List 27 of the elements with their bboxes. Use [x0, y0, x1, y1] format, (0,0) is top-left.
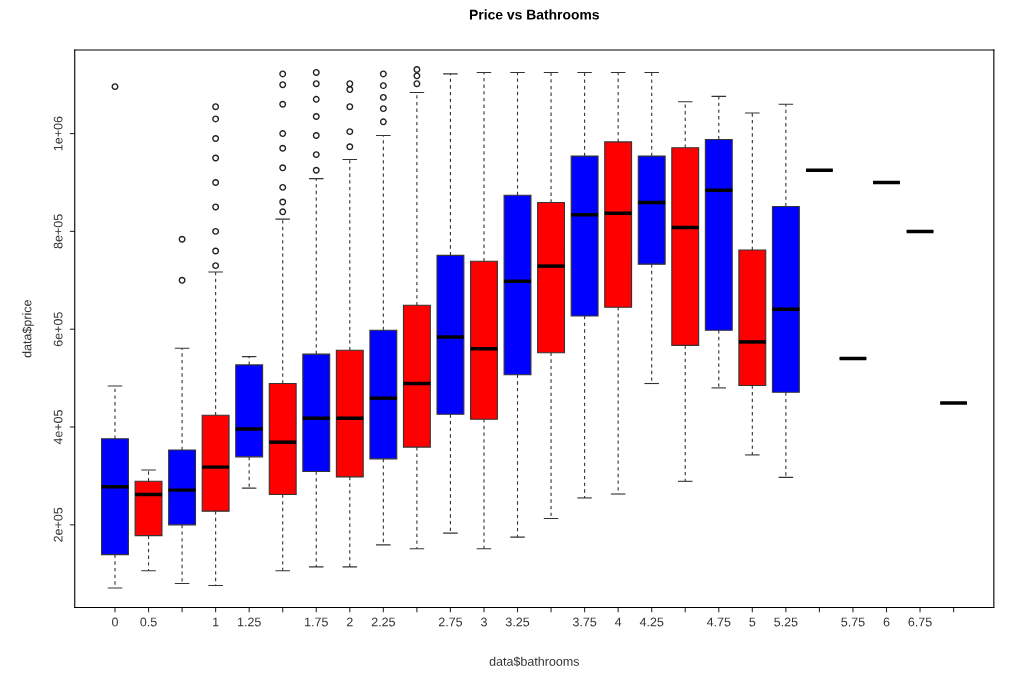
x-tick-label: 0 — [112, 617, 118, 627]
y-axis-title: data$price — [22, 300, 34, 358]
x-tick-label: 2 — [346, 617, 353, 627]
x-tick-label: 4.25 — [639, 617, 664, 627]
x-tick-label: 5.25 — [774, 617, 798, 627]
y-tick-label: 6e+05 — [53, 312, 63, 347]
x-tick-label: 5.75 — [841, 617, 865, 627]
x-tick-label: 0.5 — [140, 617, 157, 627]
x-tick-label: 1.75 — [305, 617, 328, 627]
y-tick-label: 1e+06 — [53, 116, 63, 151]
y-tick-label: 8e+05 — [53, 214, 63, 249]
x-tick-label: 5 — [749, 617, 756, 627]
x-tick-label: 6 — [883, 617, 890, 627]
y-tick-label: 2e+05 — [53, 507, 63, 542]
chart-title: Price vs Bathrooms — [470, 9, 599, 20]
x-tick-label: 1.25 — [237, 617, 261, 627]
x-tick-label: 2.25 — [371, 617, 395, 627]
x-tick-label: 1 — [213, 617, 219, 627]
x-tick-label: 3.25 — [505, 617, 530, 627]
x-tick-label: 3 — [480, 617, 487, 627]
x-tick-label: 4 — [614, 617, 622, 627]
x-tick-label: 4.75 — [706, 617, 731, 627]
x-tick-label: 6.75 — [908, 617, 932, 627]
x-tick-label: 3.75 — [572, 617, 597, 627]
x-tick-label: 2.75 — [438, 617, 463, 627]
x-axis-title: data$bathrooms — [489, 656, 580, 667]
y-tick-label: 4e+05 — [53, 410, 63, 445]
